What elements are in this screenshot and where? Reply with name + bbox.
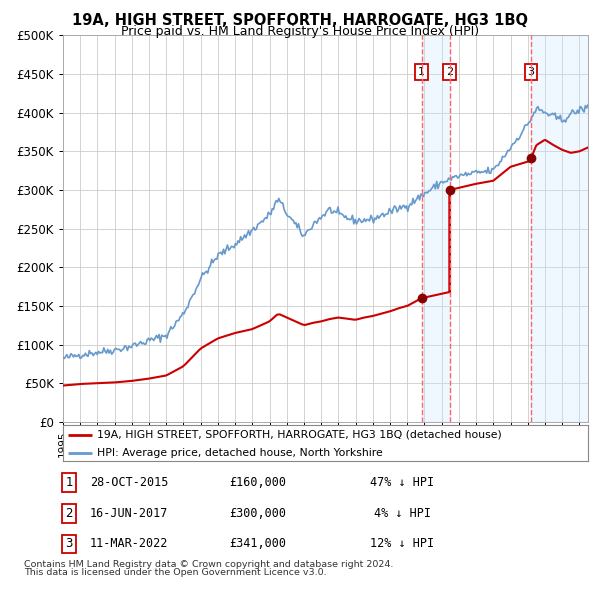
Text: HPI: Average price, detached house, North Yorkshire: HPI: Average price, detached house, Nort…: [97, 448, 383, 458]
Text: 28-OCT-2015: 28-OCT-2015: [90, 476, 168, 489]
Text: £341,000: £341,000: [229, 537, 287, 550]
Text: 11-MAR-2022: 11-MAR-2022: [90, 537, 168, 550]
Text: 3: 3: [65, 537, 73, 550]
Text: 3: 3: [527, 67, 535, 77]
Bar: [422, 35, 449, 422]
Text: 12% ↓ HPI: 12% ↓ HPI: [370, 537, 434, 550]
Text: 2: 2: [65, 507, 73, 520]
Text: 2: 2: [446, 67, 453, 77]
Text: Contains HM Land Registry data © Crown copyright and database right 2024.: Contains HM Land Registry data © Crown c…: [24, 560, 394, 569]
Text: 19A, HIGH STREET, SPOFFORTH, HARROGATE, HG3 1BQ (detached house): 19A, HIGH STREET, SPOFFORTH, HARROGATE, …: [97, 430, 502, 440]
Text: This data is licensed under the Open Government Licence v3.0.: This data is licensed under the Open Gov…: [24, 568, 326, 577]
Text: £300,000: £300,000: [229, 507, 287, 520]
Text: 16-JUN-2017: 16-JUN-2017: [90, 507, 168, 520]
Text: 19A, HIGH STREET, SPOFFORTH, HARROGATE, HG3 1BQ: 19A, HIGH STREET, SPOFFORTH, HARROGATE, …: [72, 13, 528, 28]
Text: 47% ↓ HPI: 47% ↓ HPI: [370, 476, 434, 489]
Text: 1: 1: [418, 67, 425, 77]
Text: 4% ↓ HPI: 4% ↓ HPI: [373, 507, 431, 520]
Text: Price paid vs. HM Land Registry's House Price Index (HPI): Price paid vs. HM Land Registry's House …: [121, 25, 479, 38]
Text: £160,000: £160,000: [229, 476, 287, 489]
Bar: [531, 35, 588, 422]
Text: 1: 1: [65, 476, 73, 489]
